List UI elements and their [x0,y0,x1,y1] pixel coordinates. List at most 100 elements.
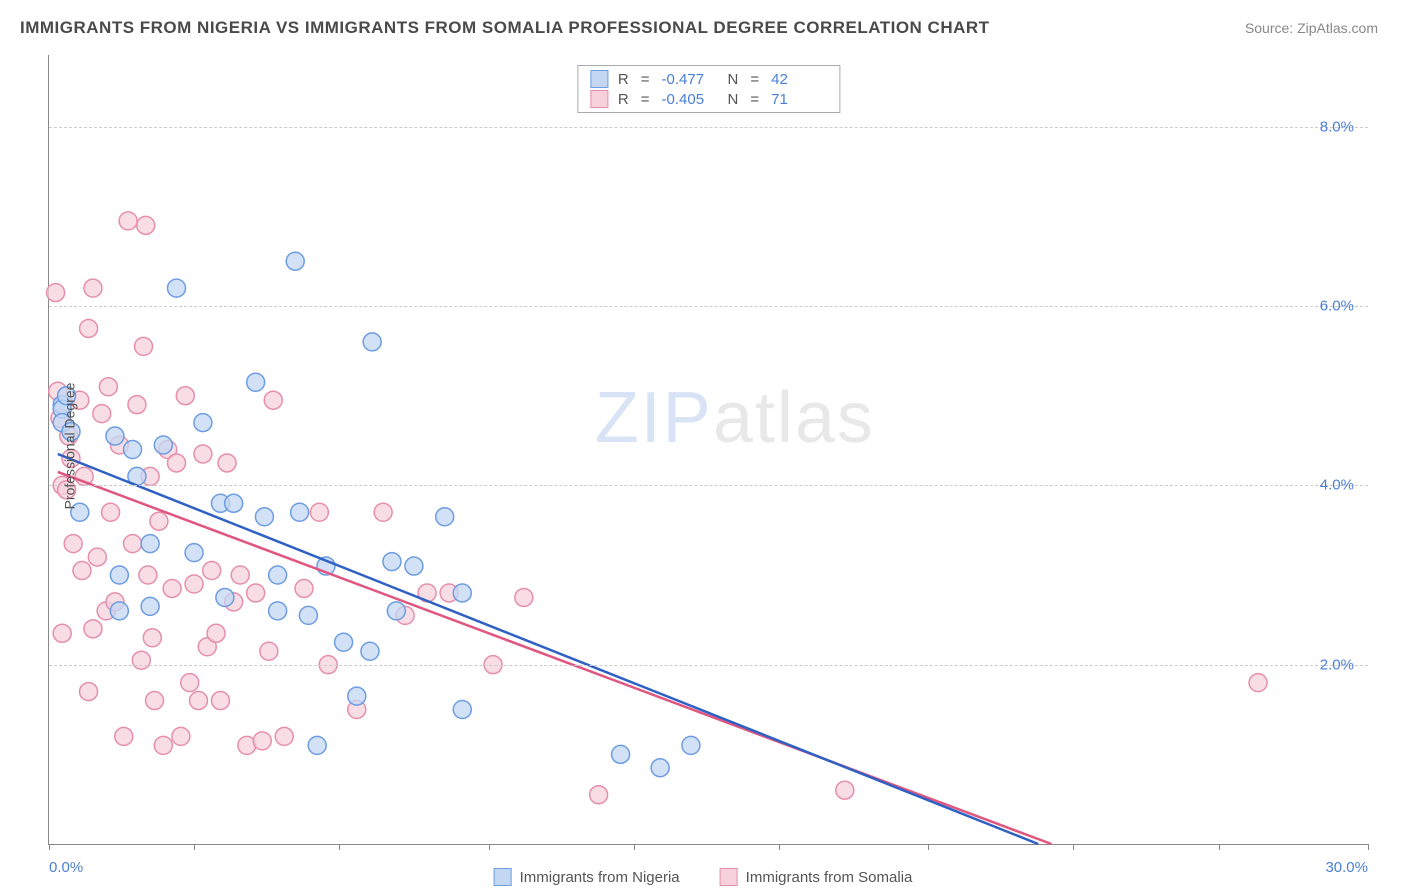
stat-n-value: 71 [771,91,827,108]
scatter-point [189,692,207,710]
scatter-point [141,597,159,615]
scatter-point [88,548,106,566]
swatch-nigeria [590,70,608,88]
stat-eq: = [641,91,650,108]
legend-label: Immigrants from Nigeria [520,869,680,886]
scatter-point [515,588,533,606]
scatter-point [682,736,700,754]
scatter-point [168,279,186,297]
scatter-point [73,562,91,580]
x-tick-mark [339,844,340,850]
scatter-point [84,620,102,638]
scatter-point [453,701,471,719]
stats-box: R= -0.477 N= 42 R= -0.405 N= 71 [577,65,840,113]
scatter-point [590,786,608,804]
stat-label: R [618,91,629,108]
scatter-point [64,535,82,553]
scatter-point [211,692,229,710]
x-tick-label: 0.0% [49,859,83,876]
scatter-point [310,503,328,521]
scatter-point [295,579,313,597]
scatter-point [168,454,186,472]
scatter-point [269,602,287,620]
stat-eq: = [750,71,759,88]
legend-label: Immigrants from Somalia [746,869,913,886]
scatter-point [139,566,157,584]
scatter-point [308,736,326,754]
scatter-point [84,279,102,297]
scatter-point [275,727,293,745]
scatter-point [335,633,353,651]
swatch-nigeria [494,868,512,886]
scatter-point [216,588,234,606]
x-tick-mark [779,844,780,850]
x-tick-mark [1368,844,1369,850]
x-tick-mark [1073,844,1074,850]
stat-r-value: -0.477 [662,71,718,88]
scatter-point [203,562,221,580]
y-tick-label: 2.0% [1320,656,1354,673]
scatter-point [163,579,181,597]
gridline [49,485,1368,486]
scatter-point [269,566,287,584]
scatter-point [124,441,142,459]
stat-label: R [618,71,629,88]
scatter-point [247,373,265,391]
scatter-point [387,602,405,620]
scatter-point [53,624,71,642]
scatter-point [194,445,212,463]
scatter-point [172,727,190,745]
scatter-point [185,575,203,593]
y-axis-label: Professional Degree [61,383,77,510]
scatter-point [176,387,194,405]
scatter-point [374,503,392,521]
scatter-point [253,732,271,750]
scatter-point [146,692,164,710]
y-tick-label: 8.0% [1320,118,1354,135]
x-tick-mark [1219,844,1220,850]
scatter-point [135,337,153,355]
scatter-point [181,674,199,692]
scatter-point [348,687,366,705]
scatter-point [124,535,142,553]
scatter-point [247,584,265,602]
scatter-point [383,553,401,571]
scatter-point [225,494,243,512]
scatter-point [80,683,98,701]
scatter-point [141,535,159,553]
stats-row: R = -0.477 N = 42 [590,70,827,88]
stat-eq: = [641,71,650,88]
scatter-point [651,759,669,777]
x-tick-mark [928,844,929,850]
scatter-point [110,566,128,584]
scatter-point [102,503,120,521]
scatter-point [132,651,150,669]
swatch-somalia [590,90,608,108]
scatter-point [106,427,124,445]
scatter-point [361,642,379,660]
scatter-point [115,727,133,745]
scatter-point [207,624,225,642]
y-tick-label: 4.0% [1320,477,1354,494]
scatter-point [150,512,168,530]
gridline [49,127,1368,128]
scatter-point [137,216,155,234]
scatter-point [185,544,203,562]
x-tick-mark [489,844,490,850]
stats-row: R= -0.405 N= 71 [590,90,827,108]
stat-n-value: 42 [771,71,827,88]
scatter-point [128,396,146,414]
scatter-point [453,584,471,602]
stat-eq: = [750,91,759,108]
gridline [49,665,1368,666]
stat-label: N [728,91,739,108]
scatter-point [612,745,630,763]
x-tick-mark [49,844,50,850]
scatter-point [1249,674,1267,692]
gridline [49,306,1368,307]
source-label: Source: ZipAtlas.com [1245,20,1378,36]
scatter-point [286,252,304,270]
scatter-point [436,508,454,526]
scatter-point [299,606,317,624]
stat-label: N [728,71,739,88]
